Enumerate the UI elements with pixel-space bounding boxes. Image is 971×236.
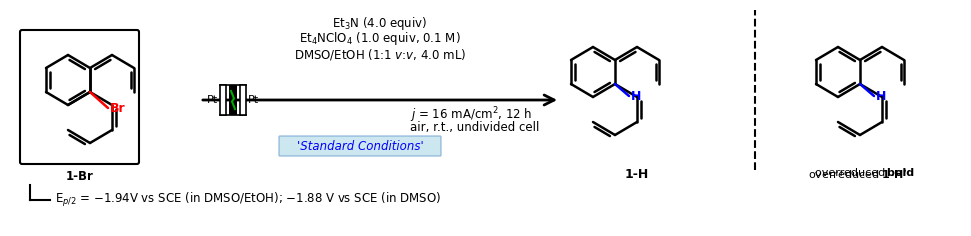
Text: overreduced $\mathbf{1}$-$\mathbf{H'}$: overreduced $\mathbf{1}$-$\mathbf{H'}$ — [809, 168, 908, 181]
Text: 1-Br: 1-Br — [66, 170, 94, 183]
Text: 'Standard Conditions': 'Standard Conditions' — [296, 139, 423, 152]
Text: H: H — [631, 89, 642, 102]
Bar — [240, 85, 246, 115]
Text: Et$_3$N (4.0 equiv): Et$_3$N (4.0 equiv) — [332, 15, 427, 32]
Text: overreduced: overreduced — [815, 168, 888, 178]
FancyBboxPatch shape — [20, 30, 139, 164]
Text: $j$ = 16 mA/cm$^2$, 12 h: $j$ = 16 mA/cm$^2$, 12 h — [410, 105, 532, 125]
FancyBboxPatch shape — [279, 136, 441, 156]
Text: DMSO/EtOH (1:1 $v$:$v$, 4.0 mL): DMSO/EtOH (1:1 $v$:$v$, 4.0 mL) — [294, 47, 466, 62]
Text: 1-H: 1-H — [625, 168, 650, 181]
Text: Pt: Pt — [207, 95, 218, 105]
Text: Pt: Pt — [248, 95, 259, 105]
Text: Br: Br — [110, 101, 125, 114]
Text: H: H — [876, 89, 887, 102]
Text: air, r.t., undivided cell: air, r.t., undivided cell — [410, 122, 539, 135]
Text: bold: bold — [887, 168, 918, 178]
Text: Et$_4$NClO$_4$ (1.0 equiv, 0.1 M): Et$_4$NClO$_4$ (1.0 equiv, 0.1 M) — [299, 30, 461, 47]
Text: E$_{p/2}$ = $-$1.94V vs SCE (in DMSO/EtOH); $-$1.88 V vs SCE (in DMSO): E$_{p/2}$ = $-$1.94V vs SCE (in DMSO/EtO… — [55, 191, 441, 209]
Bar — [220, 85, 226, 115]
Bar — [229, 85, 237, 115]
